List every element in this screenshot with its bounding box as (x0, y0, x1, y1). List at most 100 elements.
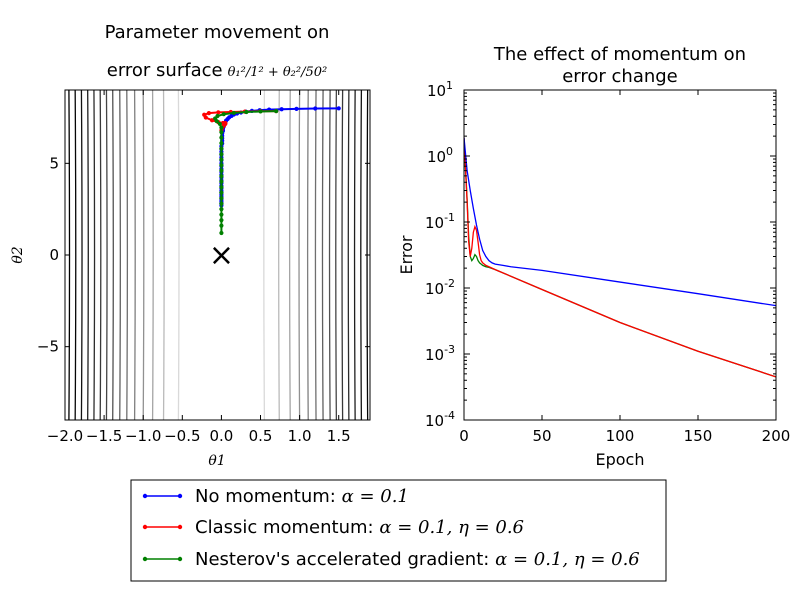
left-y-axis-label: θ2 (10, 246, 26, 263)
legend-label-nesterov: Nesterov's accelerated gradient: (195, 549, 495, 570)
contour-line (87, 90, 89, 420)
legend-box (130, 479, 667, 582)
trajectory-point-classic-momentum (209, 118, 215, 123)
trajectory-point-nesterov-s-accelerated-gradient (219, 190, 224, 195)
trajectory-point-nesterov-s-accelerated-gradient (219, 179, 224, 184)
legend-text-no-momentum: No momentum: α = 0.1 (195, 486, 409, 507)
trajectory-point-nesterov-s-accelerated-gradient (219, 146, 224, 151)
right-subplot: The effect of momentum on error change 0… (397, 44, 790, 469)
contour-line (263, 90, 266, 420)
left-x-tick-label: −0.5 (164, 427, 200, 445)
right-x-tick-label: 200 (762, 427, 791, 445)
legend-marker-nesterov-b (177, 556, 183, 562)
trajectory-point-nesterov-s-accelerated-gradient (219, 152, 224, 157)
contour-line (335, 90, 338, 420)
contour-line (177, 90, 180, 420)
trajectory-point-nesterov-s-accelerated-gradient (219, 141, 224, 146)
trajectory-point-nesterov-s-accelerated-gradient (219, 207, 224, 212)
right-y-ticks: 101 100 10-1 10-2 10-3 10-4 (425, 79, 776, 430)
contour-line (314, 90, 317, 420)
trajectory-point-nesterov-s-accelerated-gradient (244, 109, 249, 115)
trajectory-point-no-momentum (336, 106, 341, 111)
contour-line (74, 90, 77, 420)
legend-math-classic-momentum: α = 0.1, η = 0.6 (379, 517, 524, 538)
left-title-formula: θ₁²/1² + θ₂²/50² (228, 65, 328, 80)
left-x-tick-label: 0.5 (249, 427, 273, 445)
contour-line (321, 90, 324, 420)
contour-line (162, 90, 165, 420)
left-trajectories (202, 106, 341, 236)
contour-line (360, 90, 363, 420)
legend-marker-classic-momentum-b (177, 524, 183, 530)
contour-line (328, 90, 331, 420)
trajectory-point-nesterov-s-accelerated-gradient (219, 157, 224, 162)
right-y-tick-label: 10-2 (425, 277, 455, 298)
trajectory-point-nesterov-s-accelerated-gradient (231, 110, 237, 116)
trajectory-point-nesterov-s-accelerated-gradient (217, 121, 222, 127)
right-x-ticks: 0 50 100 150 200 (459, 90, 790, 445)
legend-entry-classic-momentum: Classic momentum: α = 0.1, η = 0.6 (142, 517, 524, 538)
error-curve-classic-momentum (464, 137, 776, 378)
right-y-tick-label: 10-1 (425, 211, 455, 232)
right-x-tick-label: 50 (532, 427, 551, 445)
trajectory-point-no-momentum (313, 106, 318, 111)
contour-line (347, 90, 350, 420)
left-x-tick-label: −1.0 (125, 427, 161, 445)
trajectory-point-nesterov-s-accelerated-gradient (219, 174, 224, 179)
contour-line (353, 90, 356, 420)
right-y-axis-label: Error (397, 235, 416, 274)
contour-line (341, 90, 344, 420)
trajectory-point-nesterov-s-accelerated-gradient (219, 163, 224, 168)
trajectory-point-classic-momentum (206, 111, 211, 116)
left-y-tick-label: 5 (49, 154, 59, 172)
legend-marker-no-momentum-a (142, 493, 148, 499)
right-y-tick-label: 101 (427, 79, 453, 100)
contour-line (142, 90, 145, 420)
right-y-tick-label: 10-4 (425, 409, 455, 430)
trajectory-point-classic-momentum (216, 110, 221, 115)
left-x-tick-label: 0.0 (209, 427, 233, 445)
contour-line (298, 90, 301, 420)
contour-line (99, 90, 102, 420)
right-y-tick-label: 10-3 (425, 343, 455, 364)
trajectory-point-nesterov-s-accelerated-gradient (221, 112, 226, 117)
trajectory-point-no-momentum (294, 106, 299, 111)
legend-label-no-momentum: No momentum: (195, 486, 342, 507)
left-x-tick-label: 1.5 (327, 427, 351, 445)
left-y-tick-label: −5 (37, 338, 59, 356)
right-y-tick-label: 100 (427, 145, 453, 166)
contour-line (306, 90, 309, 420)
contour-line (278, 90, 280, 420)
trajectory-point-nesterov-s-accelerated-gradient (219, 130, 224, 135)
contour-line (151, 90, 154, 420)
trajectory-point-nesterov-s-accelerated-gradient (219, 218, 224, 223)
right-x-tick-label: 0 (459, 427, 469, 445)
legend-math-no-momentum: α = 0.1 (342, 486, 409, 507)
error-surface-contours (68, 90, 369, 420)
contour-line (126, 90, 129, 420)
trajectory-point-nesterov-s-accelerated-gradient (219, 196, 224, 201)
minimum-marker: × (209, 238, 234, 273)
trajectory-point-nesterov-s-accelerated-gradient (219, 201, 224, 206)
contour-line (105, 90, 108, 420)
trajectory-point-nesterov-s-accelerated-gradient (214, 119, 219, 124)
legend-entry-nesterov: Nesterov's accelerated gradient: α = 0.1… (142, 549, 640, 570)
left-title-line2-text: error surface (107, 60, 223, 81)
left-x-tick-label: −2.0 (47, 427, 83, 445)
left-title-line1: Parameter movement on (105, 22, 330, 43)
contour-line (112, 90, 114, 420)
legend-marker-nesterov-a (142, 556, 148, 562)
error-curve-no-momentum (464, 137, 776, 307)
left-x-ticks: −2.0 −1.5 −1.0 −0.5 0.0 0.5 1.0 1.5 (47, 90, 351, 445)
left-title-line2: error surface θ₁²/1² + θ₂²/50² (107, 60, 327, 81)
legend-math-nesterov: α = 0.1, η = 0.6 (495, 549, 640, 570)
trajectory-point-classic-momentum (203, 115, 208, 120)
right-x-axis-label: Epoch (596, 450, 645, 469)
right-x-tick-label: 100 (606, 427, 635, 445)
contour-line (93, 90, 96, 420)
contour-line (288, 90, 291, 420)
right-title-line1: The effect of momentum on (493, 44, 746, 65)
legend-text-classic-momentum: Classic momentum: α = 0.1, η = 0.6 (195, 517, 524, 538)
contour-line (133, 90, 136, 420)
